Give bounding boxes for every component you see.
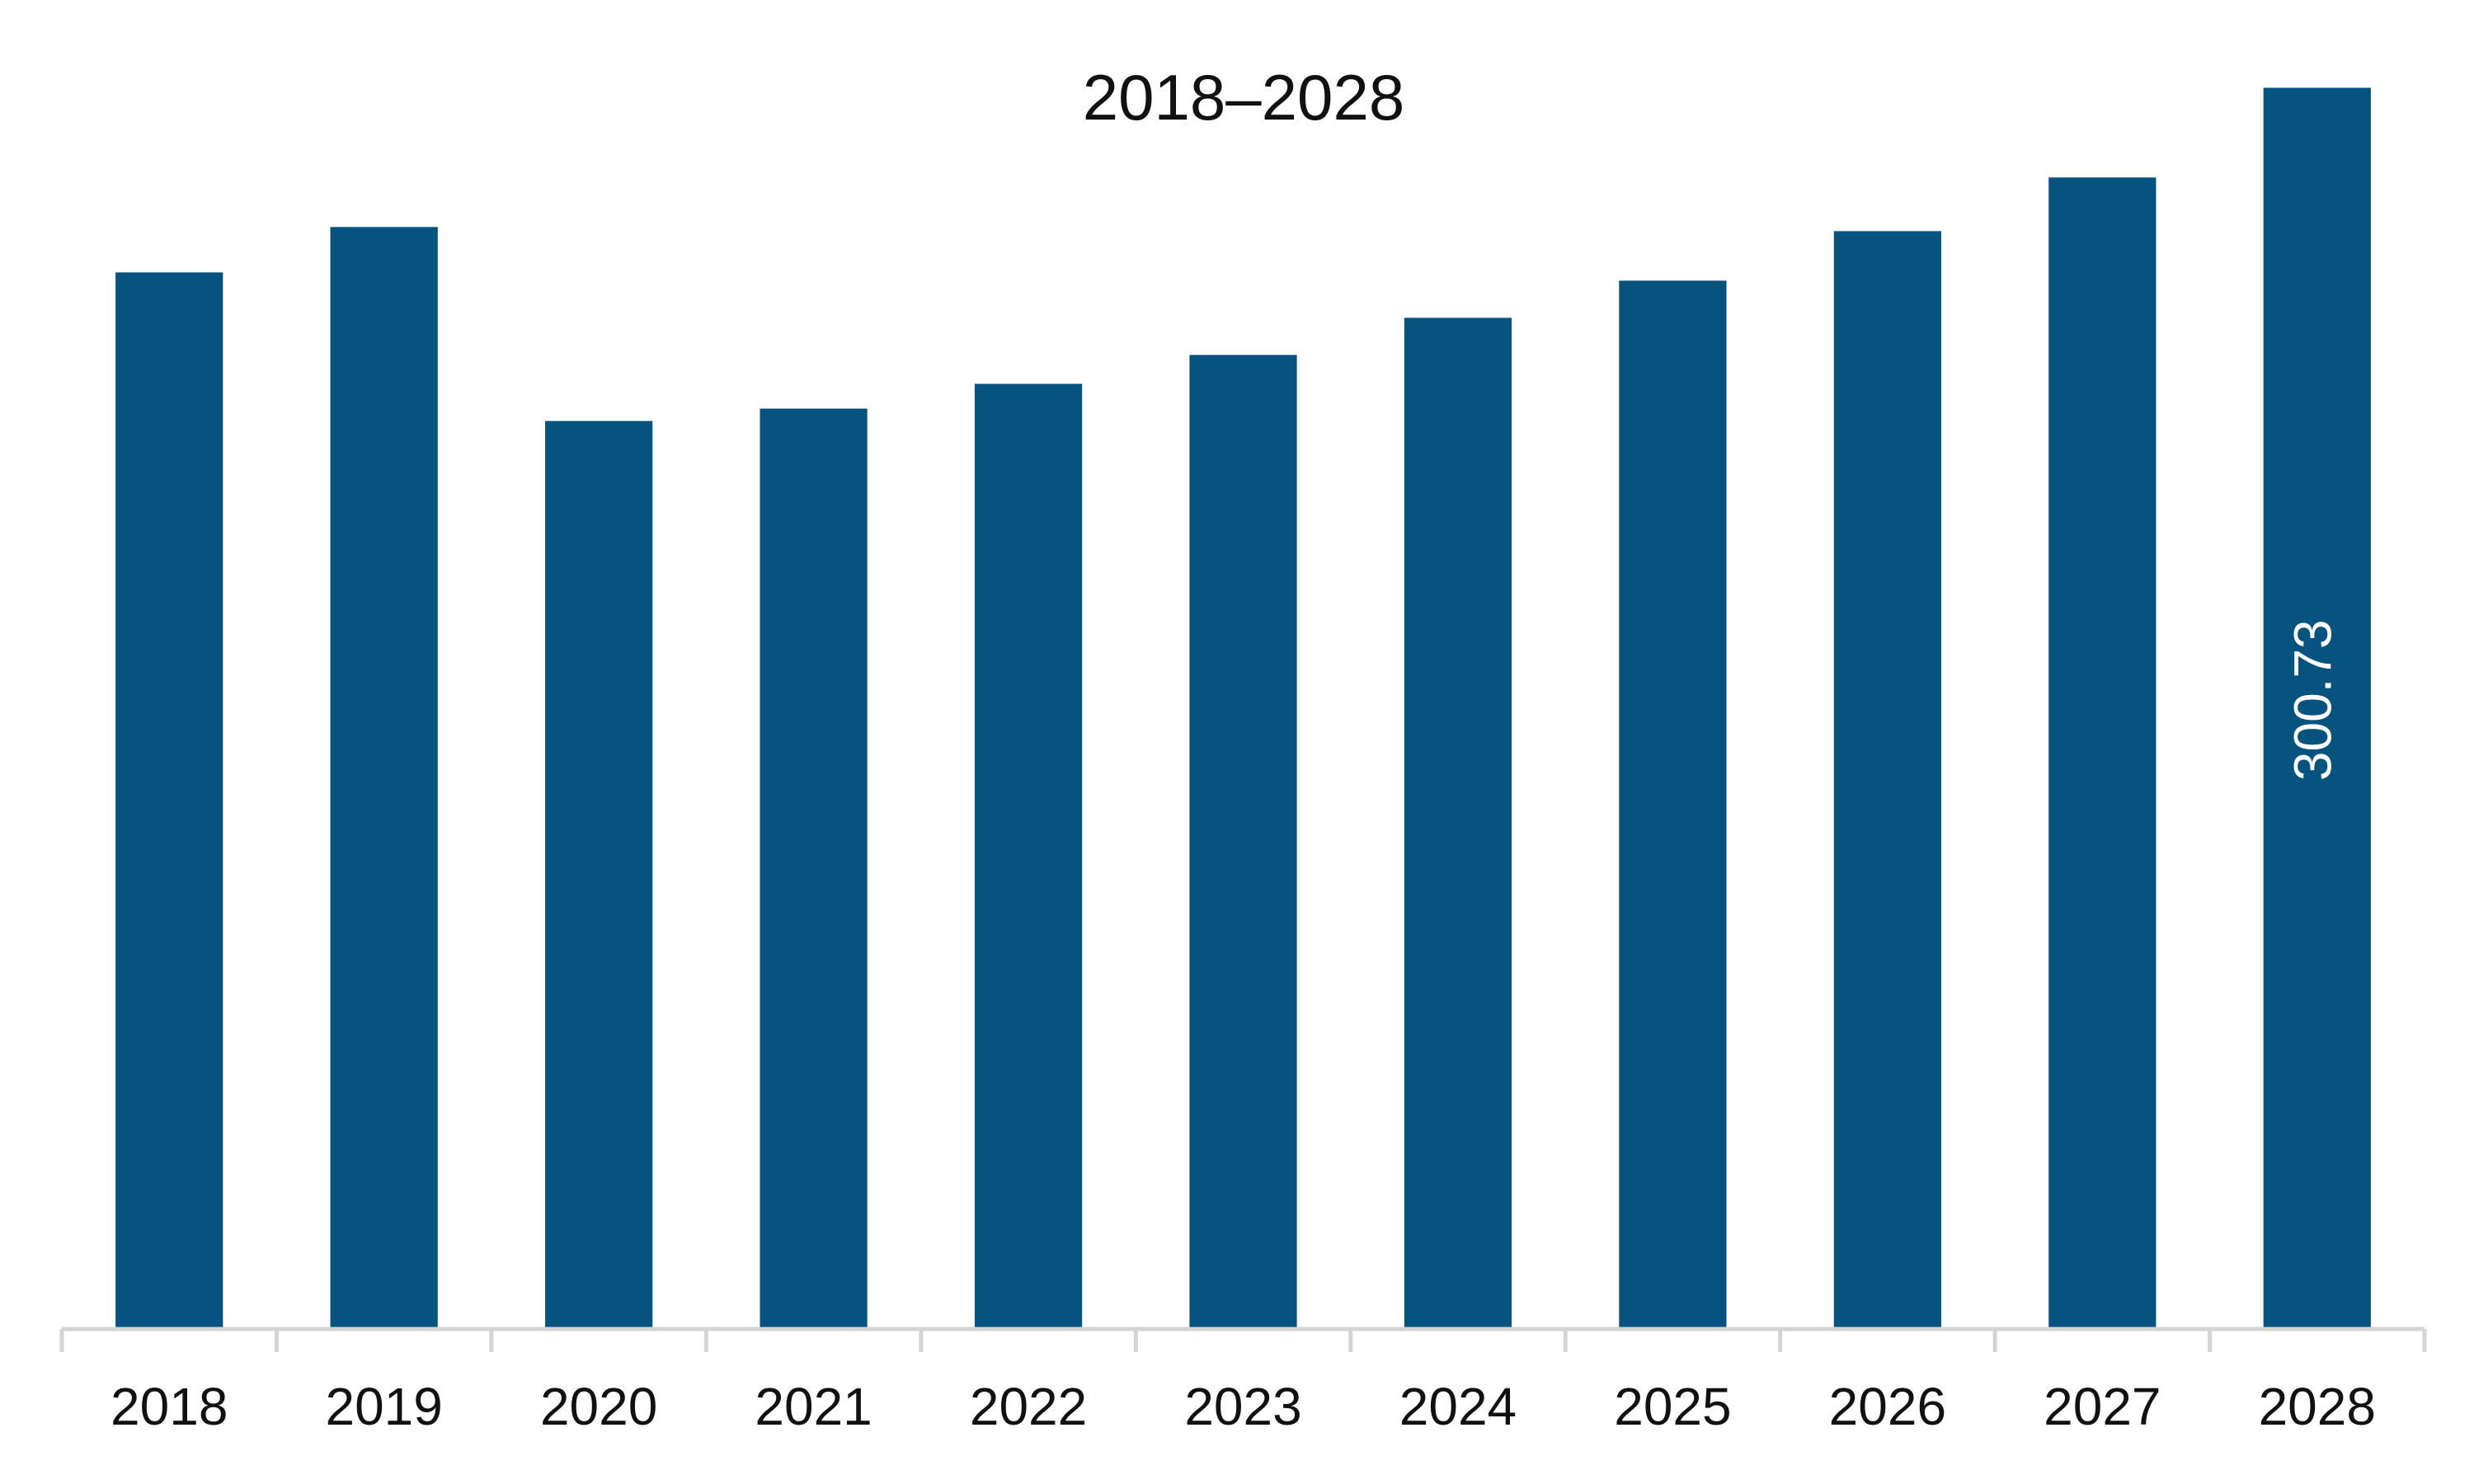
bar-2028 <box>2263 87 2371 1329</box>
x-tick-label-2025: 2025 <box>1614 1377 1731 1436</box>
x-tick-label-2019: 2019 <box>325 1377 442 1436</box>
bar-2025 <box>1619 280 1727 1330</box>
bars-group <box>115 87 2371 1330</box>
x-tick-label-2018: 2018 <box>111 1377 228 1436</box>
bar-2022 <box>974 383 1083 1330</box>
bar-2023 <box>1189 355 1297 1329</box>
x-tick-label-2028: 2028 <box>2259 1377 2376 1436</box>
x-tick-label-2020: 2020 <box>540 1377 657 1436</box>
x-tick-label-2023: 2023 <box>1184 1377 1301 1436</box>
bar-2018 <box>115 272 223 1329</box>
x-tick-label-2022: 2022 <box>970 1377 1087 1436</box>
x-tick-label-2026: 2026 <box>1829 1377 1946 1436</box>
x-axis-tick-labels: 2018 2019 2020 2021 2022 2023 2024 2025 2026 2027… <box>111 1377 2376 1436</box>
data-label-2028: 300.73 <box>2284 619 2343 781</box>
bar-2026 <box>1833 231 1941 1329</box>
data-labels-group: 300.73 <box>2284 619 2343 781</box>
bar-2019 <box>330 227 438 1329</box>
x-tick-label-2021: 2021 <box>755 1377 872 1436</box>
bar-2021 <box>760 408 868 1330</box>
chart-title: 2018–2028 <box>1083 61 1404 134</box>
x-axis-ticks <box>59 1329 2427 1352</box>
bar-2024 <box>1404 317 1512 1329</box>
bar-2020 <box>545 420 653 1329</box>
x-tick-label-2024: 2024 <box>1399 1377 1517 1436</box>
bar-2027 <box>2048 177 2157 1330</box>
x-tick-label-2027: 2027 <box>2044 1377 2161 1436</box>
